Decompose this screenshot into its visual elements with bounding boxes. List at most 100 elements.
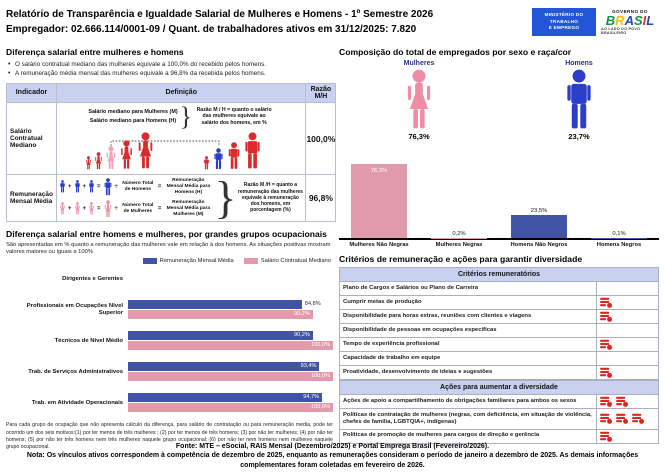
occupation-label: Dirigentes e Gerentes <box>62 275 123 282</box>
policy-check-icon <box>600 396 612 407</box>
employer-line: Empregador: 02.666.114/0001-09 / Quant. … <box>6 23 417 35</box>
ministry-logo: MINISTÉRIO DO TRABALHO E EMPREGO <box>532 8 596 36</box>
bullet-median-salary: O salário contratual mediano das mulhere… <box>8 60 333 71</box>
average-ratio-value: 96,8% <box>305 174 337 222</box>
bar-salario: 90,2% <box>128 310 313 320</box>
bar-remuneracao: 94,7% <box>128 393 323 403</box>
women-result-label: Remuneração Mensal Média para Mulheres (… <box>166 200 211 217</box>
bar-value-label: 76,3% <box>370 168 388 174</box>
criteria-row: Plano de Cargos e Salários ou Plano de C… <box>340 282 658 296</box>
woman-icon <box>59 202 66 215</box>
occupational-subtitle: São apresentadas em % quanto a remuneraç… <box>6 241 331 256</box>
race-sex-bar-chart: 76,3% 0,2% 23,5% 0,1% <box>339 156 659 248</box>
occ-row: Técnicos de Nível Médio 90,2% 100,0% <box>6 329 333 353</box>
occupational-footnote: Para cada grupo de ocupação que não apre… <box>6 422 333 451</box>
brace-glyph: } <box>214 172 237 224</box>
section-title-criteria: Critérios de remuneração e ações para ga… <box>339 254 583 264</box>
criteria-row: Proatividade, desenvolvimento de ideias … <box>340 366 658 380</box>
col-header-indicador: Indicador <box>6 82 57 103</box>
criteria-check-icons <box>596 282 658 295</box>
policy-check-icon <box>616 414 628 425</box>
men-result-label: Remuneração Mensal Média para Homens (H) <box>166 178 211 195</box>
man-icon <box>88 180 95 193</box>
indicator-name: Remuneração Mensal Média <box>6 174 57 222</box>
criteria-row: Disponibilidade de pessoas em ocupações … <box>340 324 658 338</box>
occ-row: Dirigentes e Gerentes <box>6 267 333 291</box>
section-title-gap: Diferença salarial entre mulheres e home… <box>6 47 184 57</box>
bar-remuneracao: 90,2% <box>128 331 313 341</box>
criteria-row: Disponibilidade para horas extras, reuni… <box>340 310 658 324</box>
ratio-definition-note: Razão M / H = quanto o salário das mulhe… <box>196 106 272 126</box>
gov-logo-tagline: AO LADO DO POVO BRASILEIRO <box>601 27 641 35</box>
median-people-illustration <box>86 132 260 170</box>
bar-homens-nao-negros <box>511 215 567 238</box>
bar-remuneracao: 93,4% <box>128 362 320 372</box>
gov-brasil-logo: GOVERNO DO BRASIL AO LADO DO POVO BRASIL… <box>601 7 659 37</box>
legend-swatch-pink <box>243 258 258 265</box>
section-title-occupational: Diferença salarial entre homens e mulher… <box>6 228 327 239</box>
gov-logo-brasil-text: BRASIL <box>605 13 655 28</box>
bar-value-label: 0,2% <box>452 230 466 237</box>
man-icon <box>74 180 81 193</box>
occupation-label: Técnicos de Nível Médio <box>54 337 123 344</box>
policy-check-icon <box>600 414 612 425</box>
policy-check-icon <box>616 396 628 407</box>
ratio-definition-note: Razão M /H = quanto a remuneração das mu… <box>237 182 303 214</box>
indicator-name: Salário Contratual Mediano <box>6 101 57 176</box>
remuneration-criteria-table: Critérios remuneratórios Plano de Cargos… <box>339 267 659 444</box>
bar-salario: 100,0% <box>128 403 333 413</box>
criteria-check-icons <box>596 352 658 365</box>
criteria-check-icons <box>596 310 658 323</box>
bar-slot: 0,1% <box>579 231 659 238</box>
policy-check-icon <box>600 367 612 378</box>
action-check-icons <box>596 395 658 408</box>
summary-bullets: O salário contratual mediano das mulhere… <box>8 60 333 80</box>
woman-icon <box>74 202 81 215</box>
bar-mulheres-nao-negras <box>351 164 407 238</box>
bar-slot: 0,2% <box>419 231 499 238</box>
woman-icon <box>88 202 95 215</box>
action-row: Políticas de promoção de mulheres para c… <box>340 429 658 444</box>
bar-value-label: 0,1% <box>612 230 626 237</box>
policy-check-icon <box>632 414 644 425</box>
occ-row: Profissionais em Ocupações Nível Superio… <box>6 298 333 322</box>
category-label: Homens Negros <box>596 242 642 248</box>
table-row-median-salary: Salário Contratual Mediano Salário media… <box>6 101 337 176</box>
occupation-label: Trab. de Serviços Administrativos <box>28 368 123 375</box>
criteria-check-icons <box>596 338 658 351</box>
policy-check-icon <box>600 311 612 322</box>
women-total-label: Número Total de Mulheres <box>122 203 154 214</box>
section-title-composition: Composição do total de empregados por se… <box>339 47 572 57</box>
legend-swatch-blue <box>142 258 157 265</box>
criteria-row: Tempo de experiência profissional <box>340 338 658 352</box>
bar-salario: 100,0% <box>128 341 333 351</box>
category-label: Homens Não Negros <box>510 242 568 248</box>
bullet-average-pay: A remuneração média mensal das mulheres … <box>8 69 333 80</box>
criteria-check-icons <box>596 296 658 309</box>
note-line: Nota: Os vínculos ativos correspondem à … <box>26 452 639 470</box>
category-label: Mulheres Não Negras <box>349 242 409 248</box>
bar-slot: 23,5% <box>499 208 579 238</box>
source-line: Fonte: MTE – eSocial, RAIS Mensal (Dezem… <box>175 442 490 450</box>
policy-check-icon <box>600 431 612 442</box>
policy-check-icon <box>600 297 612 308</box>
man-icon <box>59 180 66 193</box>
policy-check-icon <box>600 339 612 350</box>
bar-value-label: 23,5% <box>530 208 548 215</box>
man-icon-large <box>103 178 113 196</box>
occupational-bar-chart: Dirigentes e Gerentes Profissionais em O… <box>6 267 333 415</box>
occupation-label: Trab. em Atividade Operacionais <box>31 399 123 406</box>
men-total-label: Número Total de Homens <box>122 181 154 192</box>
occ-row: Trab. em Atividade Operacionais 94,7% 10… <box>6 391 333 415</box>
gov-logo-top-text: GOVERNO DO <box>612 9 648 14</box>
category-label: Mulheres Negras <box>435 242 483 248</box>
criteria-row: Cumprir metas de produção <box>340 296 658 310</box>
report-header: Relatório de Transparência e Igualdade S… <box>6 5 659 43</box>
action-row: Políticas de contratação de mulheres (ne… <box>340 409 658 430</box>
left-column: Diferença salarial entre mulheres e home… <box>6 47 337 451</box>
occupation-label: Profissionais em Ocupações Nível Superio… <box>26 303 123 317</box>
bar-slot: 76,3% <box>339 164 419 238</box>
legend-label-salario: Salário Contratual Mediano <box>260 258 331 265</box>
criteria-check-icons <box>596 324 658 337</box>
report-footer: Fonte: MTE – eSocial, RAIS Mensal (Dezem… <box>0 442 665 471</box>
